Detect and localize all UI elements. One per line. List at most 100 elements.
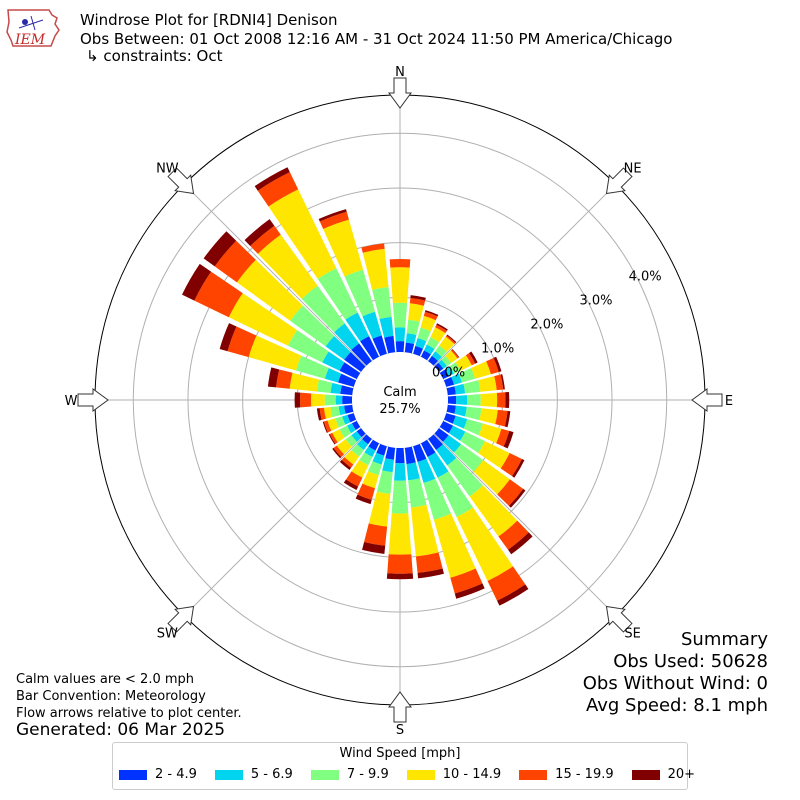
bar-segment [364,523,388,546]
bar-segment [339,362,361,380]
bar-segment [394,463,406,481]
bar-segment [420,315,436,332]
bar-segment [351,343,372,366]
bar-segment [317,268,358,320]
bar-segment [439,420,454,434]
bar-segment [254,167,290,191]
bar-segment [417,458,436,484]
bar-segment [386,573,414,580]
compass-label: NW [156,161,179,176]
bar-segment [469,485,518,537]
bar-segment [338,405,346,416]
radial-tick-label: 3.0% [579,293,612,308]
bar-segment [496,428,510,447]
summary-obs-without-wind: Obs Without Wind: 0 [582,673,768,694]
bar-segment [362,311,382,339]
bar-segment [404,446,416,465]
chart-overlay: Calm 25.7% 0.0% 1.0% 2.0% 3.0% 4.0% N NE E SE S SW W N… [65,65,734,738]
bar-segment [504,410,511,428]
bar-segment [343,479,359,490]
bar-segment [487,566,526,601]
calm-value: 25.7% [379,402,420,417]
compass-label: S [396,723,404,738]
bar-segment [473,460,510,495]
plot-title: Windrose Plot for [RDNI4] Denison [80,11,338,29]
bar-segment [463,380,481,394]
bar-segment [390,267,410,304]
bar-segment [351,460,369,478]
bar-segment [463,419,484,436]
bar-segment [447,395,457,405]
bar-segment [447,457,484,497]
bar-segment [323,420,332,433]
legend-item: 7 - 9.9 [310,767,389,782]
bar-segment [244,219,275,247]
bar-segment [334,323,360,350]
bar-segment [345,435,357,447]
bar-segment [449,362,461,374]
bar-segment [478,423,502,444]
bar-segment [323,407,333,419]
bar-segment [443,376,455,387]
bar-segment [362,541,386,554]
bar-segment [227,326,257,358]
bar-segment [410,504,439,557]
bar-segment [351,431,362,442]
bar-segment [443,413,456,424]
bar-segment [335,416,346,428]
bar-segment [295,355,329,379]
bar-segment [409,297,426,306]
bar-segment [395,341,405,353]
bar-segment [323,219,364,277]
legend-title: Wind Speed [mph] [339,746,461,761]
bar-segment [372,286,392,320]
legend-label: 15 - 19.9 [555,767,614,782]
legend-swatch [119,769,147,780]
bar-segment [330,406,341,418]
bar-segment [395,447,405,464]
bar-segment [342,395,353,405]
bar-segment [445,335,456,345]
bar-segment [404,342,415,354]
bar-segment [346,423,356,434]
bar-segment [495,409,508,427]
bar-segment [367,461,382,476]
flow-arrow [605,167,633,195]
bar-segment [445,366,455,377]
bar-segment [512,458,525,478]
bar-segment [228,293,297,346]
bar-segment [406,462,420,481]
bar-segment [471,361,491,379]
bar-segment [434,362,444,372]
bar-segment [435,345,447,357]
legend: Wind Speed [mph] 2 - 4.9 5 - 6.9 7 - 9.9 10… [112,742,695,790]
bar-segment [257,172,299,207]
bar-segment [388,513,412,555]
compass-label: W [65,394,78,409]
bar-segment [368,439,380,451]
bar-segment [382,458,394,473]
obs-range: Obs Between: 01 Oct 2008 12:16 AM - 31 O… [80,30,673,48]
bar-segment [436,444,457,466]
bar-segment [500,453,522,477]
bar-segment [454,444,484,472]
bar-segment [456,507,514,582]
bar-segment [339,425,352,438]
bar-segment [503,430,514,449]
bar-segment [420,439,436,457]
bar-segment [391,480,409,514]
bar-segment [328,433,336,445]
bar-segment [276,369,293,389]
bar-segment [318,209,347,222]
bar-segment [329,432,338,444]
bar-segment [441,355,452,367]
windrose-bars [182,167,533,606]
bar-segment [316,408,322,421]
compass-label: NE [624,161,642,176]
grid-spoke [183,183,367,367]
legend-label: 10 - 14.9 [442,767,502,782]
bar-segment [420,350,431,361]
legend-swatch [310,769,339,780]
bar-segment [360,336,380,361]
bar-segment [344,352,366,372]
